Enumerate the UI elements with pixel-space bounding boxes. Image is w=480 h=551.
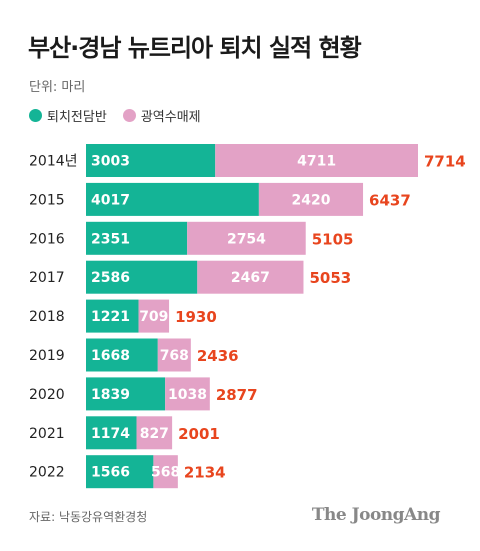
category-label: 2021 [29, 426, 65, 442]
data-label-series1: 4017 [91, 192, 130, 208]
bar-series2 [187, 221, 306, 255]
bar-series2 [136, 416, 173, 450]
bar-series1 [86, 144, 216, 177]
category-label: 2022 [29, 465, 65, 481]
unit-label: 단위: 마리 [29, 80, 86, 95]
category-label: 2015 [29, 192, 65, 208]
data-label-series2: 2467 [231, 270, 270, 286]
data-label-series2: 2420 [291, 192, 330, 208]
total-label: 2134 [184, 464, 226, 482]
legend-label-series2: 광역수매제 [140, 110, 201, 125]
total-label: 2877 [216, 386, 258, 404]
data-label-series2: 827 [140, 426, 169, 442]
data-label-series2: 768 [160, 348, 189, 364]
bar-series1 [86, 416, 137, 450]
category-label: 2020 [29, 387, 65, 403]
data-label-series2: 2754 [227, 231, 266, 247]
total-label: 6437 [369, 191, 411, 209]
category-label: 2017 [29, 270, 65, 286]
brand-logo: The JoongAng [311, 505, 441, 525]
total-label: 1930 [175, 308, 217, 326]
data-label-series1: 1566 [91, 465, 130, 481]
bar-series1 [86, 377, 166, 411]
source-note: 자료: 낙동강유역환경청 [29, 510, 148, 524]
bar-series2 [215, 144, 418, 177]
bar-series1 [86, 455, 154, 489]
data-label-series2: 709 [139, 309, 168, 325]
bar-series2 [165, 377, 210, 411]
bar-series2 [258, 182, 364, 216]
bar-series1 [86, 338, 158, 372]
legend-swatch-series1 [29, 109, 42, 122]
stacked-bar-chart: 2014년 3003 4711 7714 2015 4017 2420 6437 2016 235… [29, 144, 466, 489]
data-label-series1: 2351 [91, 231, 130, 247]
category-label: 2014년 [29, 154, 78, 170]
data-label-series1: 3003 [91, 154, 130, 170]
data-label-series1: 1221 [91, 309, 130, 325]
total-label: 2436 [197, 347, 239, 365]
legend-label-series1: 퇴치전담반 [47, 110, 107, 125]
data-label-series2: 1038 [168, 387, 207, 403]
total-label: 5053 [309, 269, 351, 287]
legend-item-series1: 퇴치전담반 [29, 106, 107, 125]
data-label-series2: 4711 [297, 154, 336, 170]
bar-series2 [197, 260, 304, 294]
legend-swatch-series2 [122, 109, 136, 122]
total-label: 2001 [178, 425, 220, 443]
bar-series2 [153, 455, 178, 489]
data-label-series1: 1174 [91, 426, 130, 442]
bar-series2 [157, 338, 191, 372]
bar-series1 [86, 182, 259, 216]
bar-series1 [86, 260, 198, 294]
data-label-series1: 1668 [91, 348, 130, 364]
legend: 퇴치전담반 광역수매제 [29, 106, 217, 125]
bar-series2 [138, 299, 170, 333]
category-label: 2018 [29, 309, 65, 325]
bar-series1 [86, 299, 139, 333]
legend-item-series2: 광역수매제 [122, 106, 201, 125]
category-label: 2016 [29, 231, 65, 247]
data-label-series2: 568 [151, 465, 180, 481]
data-label-series1: 2586 [91, 270, 130, 286]
data-label-series1: 1839 [91, 387, 130, 403]
chart-title: 부산·경남 뉴트리아 퇴치 실적 현황 [28, 34, 362, 62]
bar-series1 [86, 221, 188, 255]
total-label: 7714 [424, 153, 466, 171]
total-label: 5105 [312, 230, 354, 248]
category-label: 2019 [29, 348, 65, 364]
